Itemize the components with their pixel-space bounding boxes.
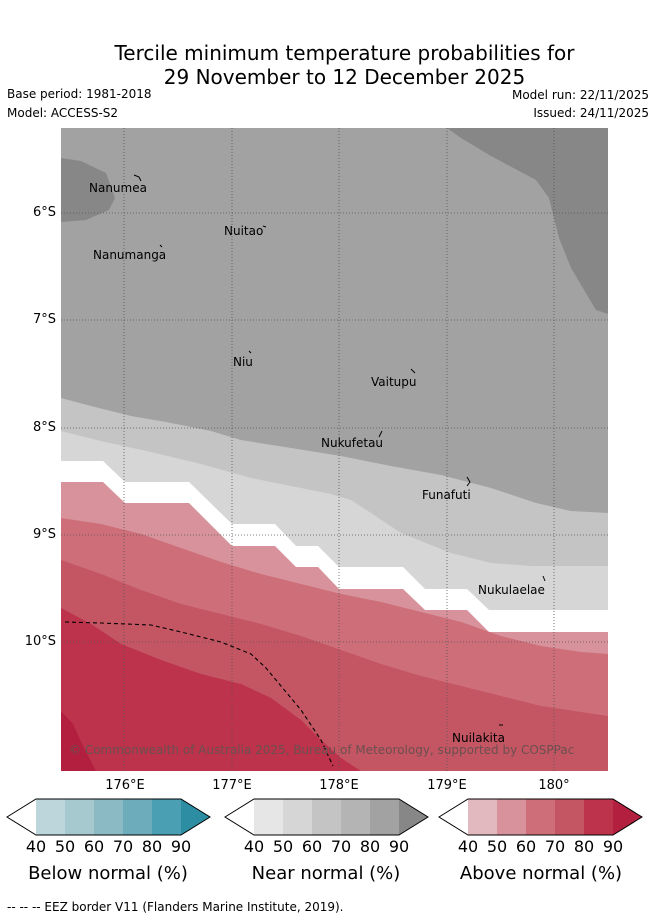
colorbar-tick: 80 — [359, 837, 381, 856]
lat-label: 8°S — [32, 420, 56, 435]
colorbar-tick: 90 — [170, 837, 192, 856]
near-normal-90-region-east — [447, 128, 608, 314]
near-normal-90-region-west — [61, 158, 115, 222]
colorbar-tick: 60 — [515, 837, 537, 856]
lat-label: 6°S — [32, 205, 56, 220]
colorbar-swatch — [181, 799, 210, 835]
nukufetau-island — [378, 430, 383, 438]
colorbar-tick: 50 — [54, 837, 76, 856]
island-outlines — [133, 174, 546, 726]
colorbar-tick: 60 — [301, 837, 323, 856]
place-label-nuitao: Nuitao — [224, 224, 264, 238]
colorbar-swatch — [584, 799, 613, 835]
map-title: Tercile minimum temperature probabilitie… — [0, 41, 655, 89]
colorbar-tick: 90 — [388, 837, 410, 856]
niu-island — [248, 350, 252, 354]
lon-label: 176°E — [105, 778, 145, 793]
colorbar-swatch — [312, 799, 341, 835]
colorbar-swatch — [225, 799, 254, 835]
colorbar-tick: 40 — [25, 837, 47, 856]
near-normal-colorbar — [224, 798, 429, 836]
place-label-nukufetau: Nukufetau — [321, 436, 384, 450]
lat-label: 9°S — [32, 527, 56, 542]
place-label-nuilakita: Nuilakita — [452, 731, 505, 745]
colorbar-tick: 40 — [243, 837, 265, 856]
colorbar-swatch — [283, 799, 312, 835]
colorbar-swatch — [7, 799, 36, 835]
colorbar-tick: 90 — [602, 837, 624, 856]
place-label-niu: Niu — [233, 355, 253, 369]
vaitupu-island — [410, 368, 416, 374]
colorbar-swatch — [36, 799, 65, 835]
eez-border-line — [64, 621, 334, 767]
colorbar-swatch — [555, 799, 584, 835]
colorbar-tick: 70 — [330, 837, 352, 856]
colorbar-tick: 70 — [112, 837, 134, 856]
place-label-vaitupu: Vaitupu — [371, 375, 417, 389]
above-normal-90-region — [61, 711, 96, 771]
colorbar-swatch — [123, 799, 152, 835]
colorbar-tick: 60 — [83, 837, 105, 856]
base-period: Base period: 1981-2018 — [7, 87, 152, 101]
colorbar-tick: 50 — [486, 837, 508, 856]
model-name: Model: ACCESS-S2 — [7, 106, 119, 120]
lat-label: 7°S — [32, 312, 56, 327]
nuitao-island — [262, 225, 267, 228]
colorbar-outline — [438, 798, 643, 836]
copyright-notice: © Commonwealth of Australia 2025, Bureau… — [69, 743, 575, 757]
lon-label: 177°E — [212, 778, 252, 793]
model-run: Model run: 22/11/2025 — [511, 88, 649, 102]
funafuti-island — [466, 476, 471, 487]
colorbar-swatch — [65, 799, 94, 835]
below-normal-colorbar — [6, 798, 211, 836]
above-normal-legend-title: Above normal (%) — [459, 863, 623, 884]
nanumea-island — [133, 174, 142, 182]
title-line-2: 29 November to 12 December 2025 — [163, 65, 526, 89]
colorbar-swatch — [94, 799, 123, 835]
colorbar-swatch — [341, 799, 370, 835]
colorbar-swatch — [399, 799, 428, 835]
graticule — [61, 128, 608, 771]
issued-date: Issued: 24/11/2025 — [533, 106, 649, 120]
colorbar-swatch — [468, 799, 497, 835]
map-canvas — [61, 128, 608, 771]
colorbar-outline — [6, 798, 211, 836]
colorbar-tick: 50 — [272, 837, 294, 856]
title-line-1: Tercile minimum temperature probabilitie… — [114, 41, 575, 65]
place-label-nukulaelae: Nukulaelae — [478, 583, 545, 597]
below-normal-legend-title: Below normal (%) — [28, 863, 188, 884]
colorbar-tick: 80 — [141, 837, 163, 856]
place-label-nanumanga: Nanumanga — [93, 248, 167, 262]
colorbar-swatch — [370, 799, 399, 835]
lat-label: 10°S — [24, 634, 56, 649]
probability-map — [61, 128, 608, 771]
colorbar-tick: 70 — [544, 837, 566, 856]
colorbar-outline — [224, 798, 429, 836]
lon-label: 180° — [538, 778, 570, 793]
colorbar-swatch — [439, 799, 468, 835]
colorbar-swatch — [254, 799, 283, 835]
colorbar-tick: 40 — [457, 837, 479, 856]
above-normal-80-region — [61, 608, 361, 771]
near-normal-legend-title: Near normal (%) — [251, 863, 401, 884]
legend-colorbars — [6, 798, 643, 836]
above-normal-colorbar — [438, 798, 643, 836]
place-label-funafuti: Funafuti — [422, 488, 471, 502]
colorbar-swatch — [613, 799, 642, 835]
lon-label: 179°E — [427, 778, 467, 793]
colorbar-swatch — [152, 799, 181, 835]
nukulaelae-island — [542, 575, 546, 582]
nanumanga-island — [159, 244, 163, 248]
eez-footnote: -- -- -- EEZ border V11 (Flanders Marine… — [7, 900, 344, 914]
colorbar-swatch — [497, 799, 526, 835]
colorbar-tick: 80 — [573, 837, 595, 856]
place-label-nanumea: Nanumea — [89, 181, 147, 195]
colorbar-swatch — [526, 799, 555, 835]
lon-label: 178°E — [319, 778, 359, 793]
